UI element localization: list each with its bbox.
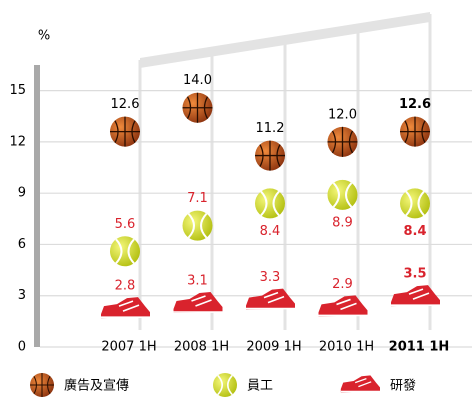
frame: [138, 12, 432, 330]
seam: [400, 116, 430, 147]
value-label: 3.5: [403, 267, 426, 282]
sole: [101, 300, 150, 318]
ball: [327, 179, 358, 210]
seam: [255, 140, 285, 171]
value-label: 2.9: [332, 277, 353, 292]
data-icon: [400, 116, 430, 147]
data-icon: [327, 126, 358, 157]
y-tick-label: 0: [18, 340, 26, 355]
y-label: %: [38, 29, 50, 44]
y-tick-label: 3: [18, 288, 26, 303]
data-icon: [400, 188, 430, 219]
legend-label: 廣告及宣傳: [64, 378, 129, 394]
x-tick-label: 2009 1H: [246, 340, 301, 355]
value-label: 8.4: [403, 224, 426, 239]
ball: [213, 373, 237, 397]
legend-label: 研發: [390, 379, 416, 394]
value-label: 12.6: [111, 97, 140, 112]
value-label: 12.6: [399, 97, 431, 112]
data-icon: [246, 288, 295, 310]
sole: [340, 377, 381, 393]
seam: [405, 190, 425, 217]
seam: [327, 126, 358, 157]
sole: [246, 291, 295, 310]
y-tick-label: 15: [9, 83, 26, 98]
value-label: 12.0: [328, 107, 357, 122]
shoe: [246, 288, 295, 310]
legend-icon: [340, 375, 381, 393]
y-tick-label: 9: [18, 186, 26, 201]
value-label: 7.1: [187, 191, 208, 206]
ball: [400, 188, 430, 219]
data-icon: [173, 292, 223, 314]
shoe: [340, 375, 380, 393]
seam: [187, 212, 208, 239]
shoe: [318, 295, 368, 317]
seam: [110, 116, 140, 147]
seam: [332, 182, 353, 208]
y-tick-label: 12: [9, 134, 26, 149]
data-icon: [255, 188, 285, 219]
legend-icon: [29, 372, 55, 398]
x-tick-label: 2008 1H: [174, 340, 229, 355]
data-icon: [110, 236, 140, 267]
legend-icon: [213, 373, 237, 397]
x-tick-label: 2011 1H: [389, 340, 450, 355]
value-label: 14.0: [183, 73, 212, 88]
data-icon: [391, 285, 440, 307]
seam: [182, 92, 213, 123]
value-label: 8.9: [332, 215, 353, 230]
value-label: 3.1: [187, 274, 208, 289]
sole: [318, 298, 368, 317]
sole: [391, 288, 440, 306]
value-label: 8.4: [260, 224, 281, 239]
sole: [173, 295, 223, 313]
legend-label: 員工: [247, 379, 273, 394]
data-icon: [182, 92, 213, 123]
value-label: 5.6: [115, 217, 136, 232]
data-icon: [182, 210, 213, 241]
data-icon: [101, 297, 150, 319]
x-tick-label: 2010 1H: [319, 340, 374, 355]
shoe: [101, 297, 150, 319]
y-tick-label: 6: [18, 237, 26, 252]
seam: [115, 238, 135, 264]
value-label: 3.3: [260, 270, 281, 285]
shoe: [173, 292, 223, 314]
x-tick-label: 2007 1H: [101, 340, 156, 355]
data-icon: [110, 116, 140, 147]
ball: [182, 210, 213, 241]
value-label: 2.8: [115, 279, 136, 294]
y-axis: [34, 65, 40, 347]
data-icon: [255, 140, 285, 171]
seam: [217, 374, 233, 396]
ball: [110, 236, 140, 267]
value-label: 11.2: [256, 121, 285, 136]
seam: [29, 372, 55, 398]
ball: [255, 188, 285, 219]
data-icon: [327, 179, 358, 210]
shoe: [391, 285, 440, 307]
data-icon: [318, 295, 368, 317]
seam: [260, 190, 280, 217]
